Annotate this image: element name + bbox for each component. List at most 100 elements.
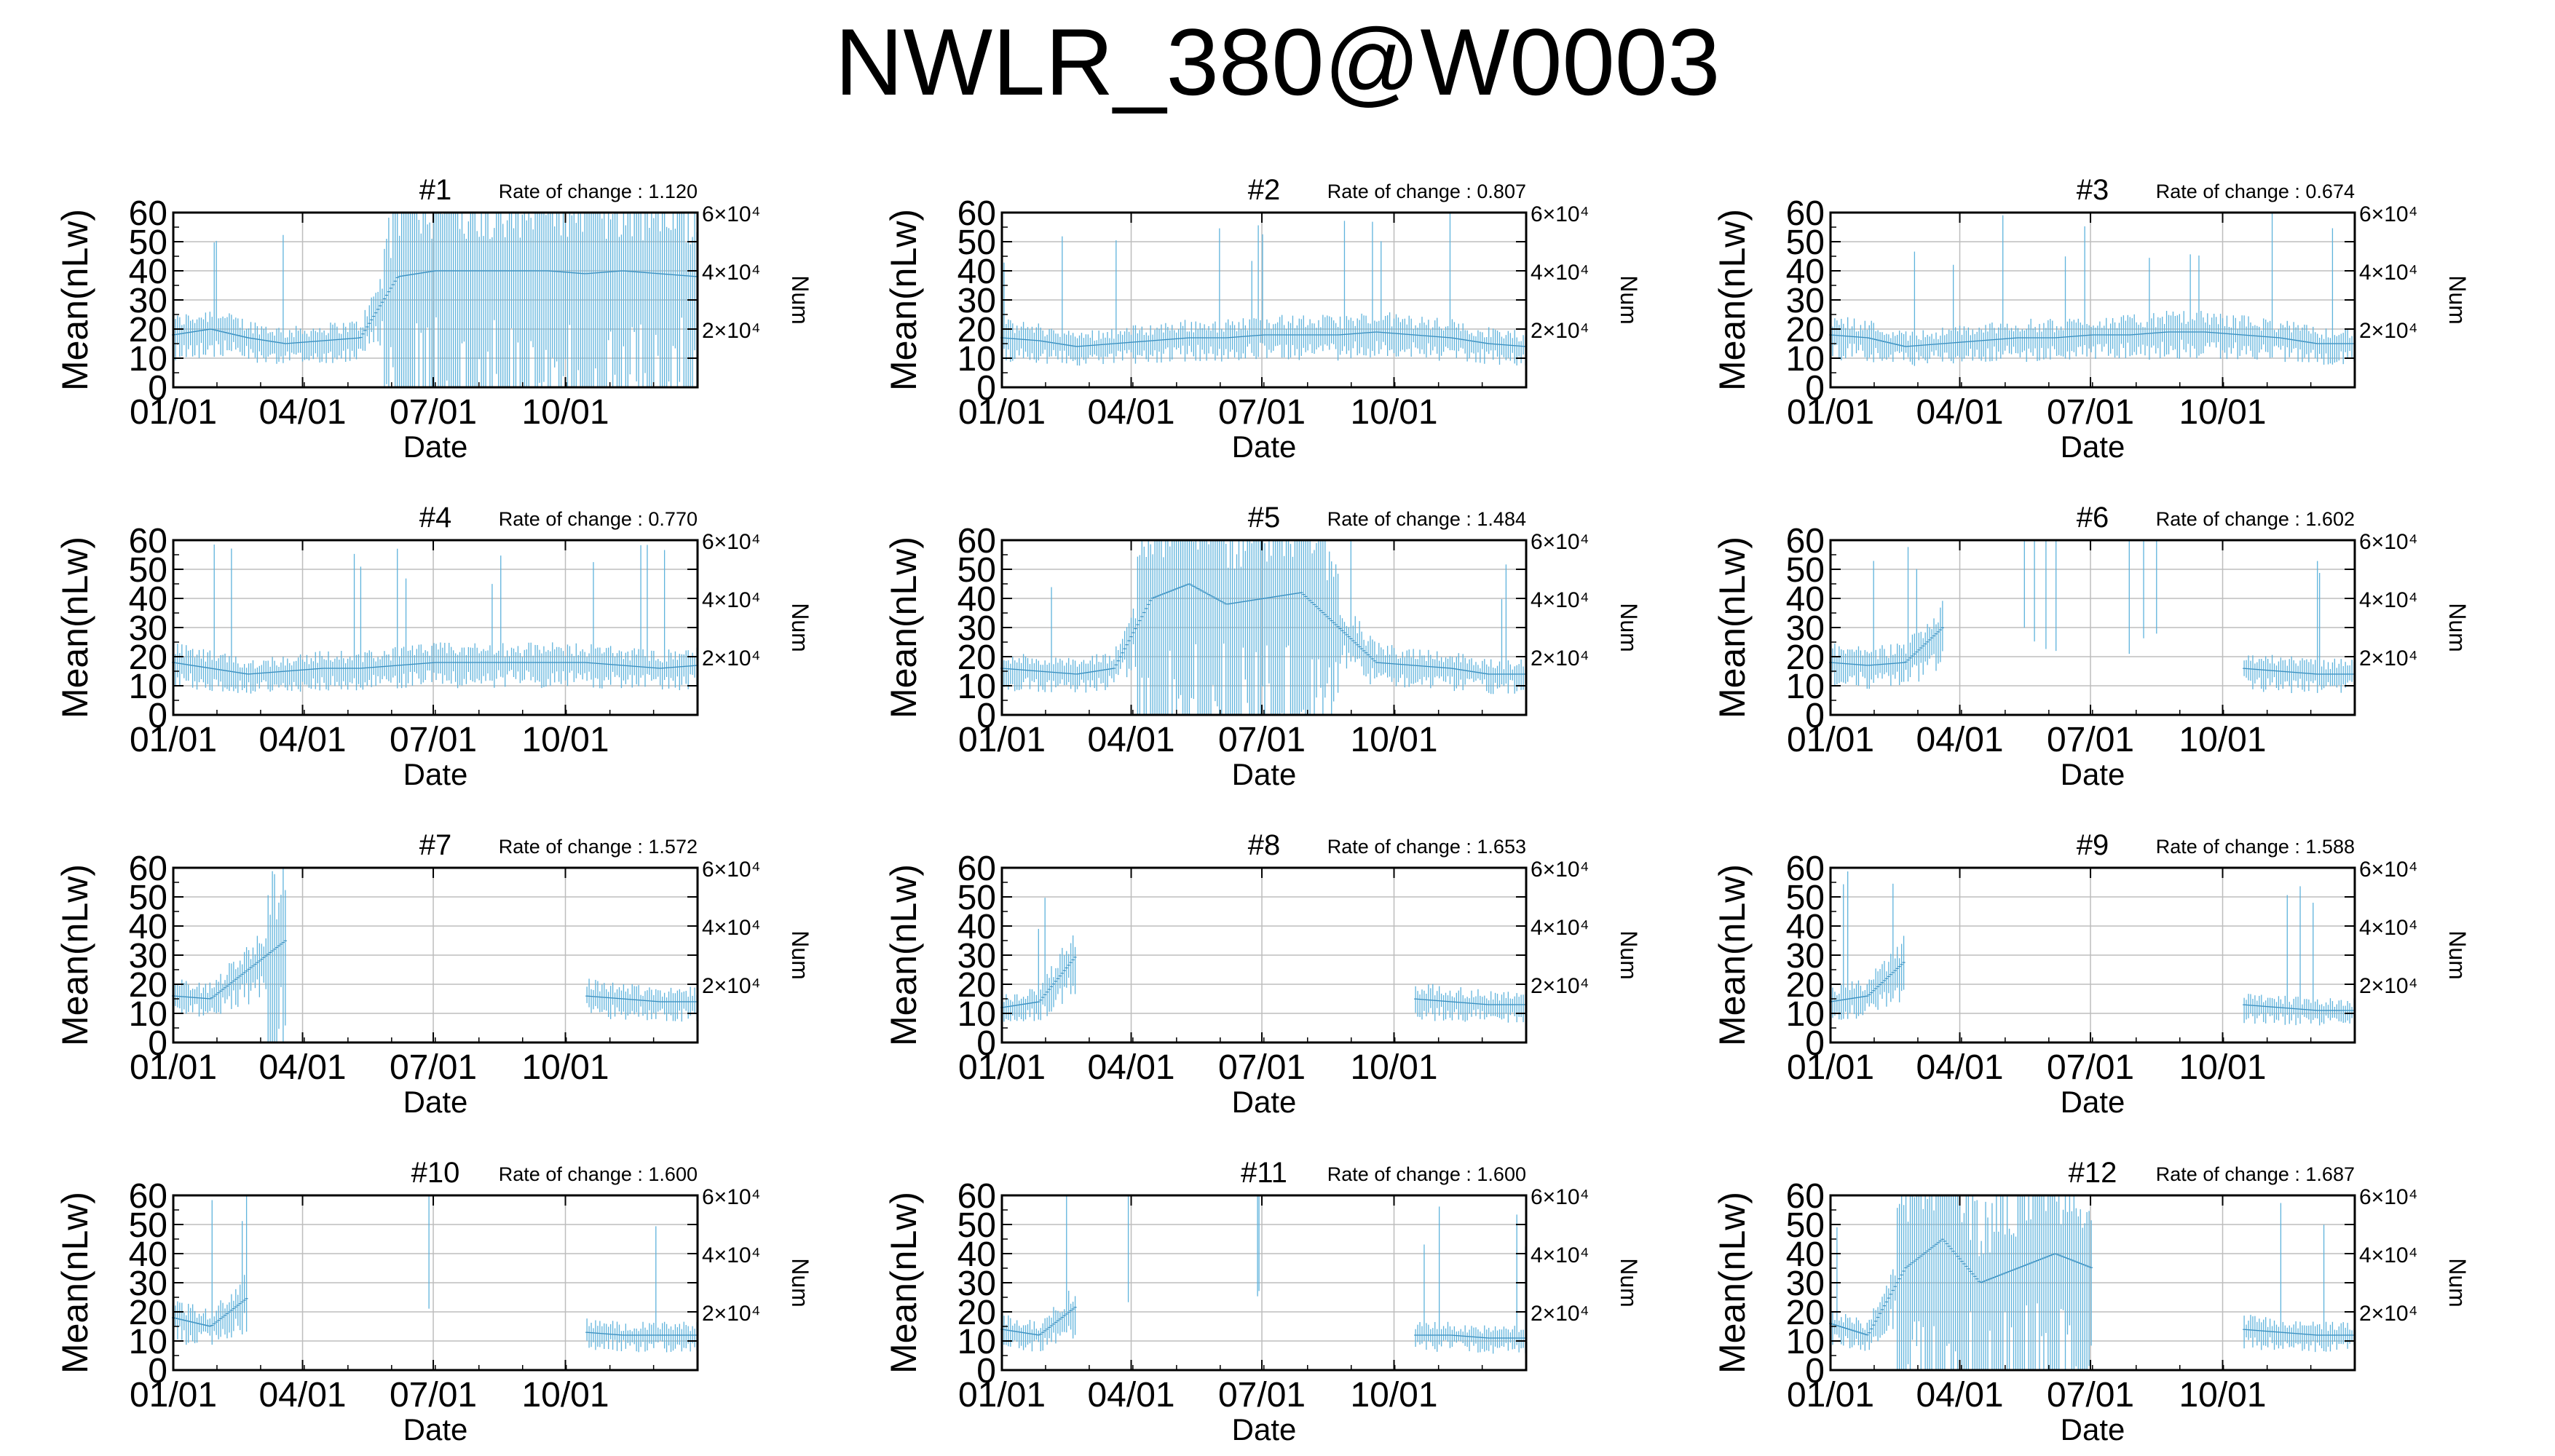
y-tick-label: 20 — [129, 966, 167, 1005]
x-tick-label: 10/01 — [521, 1376, 609, 1415]
y2-tick-label: 4×10⁴ — [2359, 1243, 2417, 1267]
y2-tick-label: 4×10⁴ — [702, 1243, 760, 1267]
panel-title: #11 — [1241, 1157, 1287, 1189]
y2-axis-label: Num — [787, 275, 813, 325]
x-tick-label: 01/01 — [1787, 721, 1874, 759]
rate-of-change: Rate of change : 1.120 — [499, 181, 698, 202]
y2-tick-label: 4×10⁴ — [1531, 261, 1589, 285]
y-tick-label: 50 — [129, 551, 167, 590]
y-axis-label: Mean(nLw) — [883, 1192, 924, 1374]
y-axis-label: Mean(nLw) — [55, 537, 95, 719]
y-tick-label: 40 — [129, 580, 167, 619]
x-tick-label: 01/01 — [1787, 393, 1874, 432]
y-tick-label: 60 — [1786, 194, 1825, 233]
y-tick-label: 60 — [129, 1177, 167, 1216]
y2-tick-label: 4×10⁴ — [1531, 916, 1589, 940]
x-tick-label: 07/01 — [1218, 721, 1306, 759]
x-axis-label: Date — [1232, 430, 1297, 464]
y-tick-label: 30 — [957, 609, 996, 648]
series-mean — [1829, 1195, 2356, 1370]
y-tick-label: 0 — [148, 1352, 167, 1390]
y-tick-label: 30 — [957, 1265, 996, 1303]
x-tick-label: 04/01 — [258, 1376, 346, 1415]
y2-tick-label: 2×10⁴ — [1531, 1302, 1589, 1326]
y-tick-label: 10 — [1786, 668, 1825, 706]
y-tick-label: 20 — [957, 966, 996, 1005]
x-tick-label: 01/01 — [958, 393, 1046, 432]
series-mean — [1829, 871, 2356, 1026]
y-tick-label: 20 — [957, 311, 996, 349]
series-mean — [172, 868, 699, 1042]
y-tick-label: 0 — [976, 697, 996, 735]
x-axis-label: Date — [403, 1085, 468, 1119]
series-mean — [1829, 213, 2356, 366]
y2-tick-label: 4×10⁴ — [702, 916, 760, 940]
y-tick-label: 30 — [129, 609, 167, 648]
y-tick-label: 40 — [1786, 253, 1825, 291]
x-axis-label: Date — [2061, 757, 2125, 791]
y2-tick-label: 6×10⁴ — [702, 858, 760, 882]
x-tick-label: 04/01 — [1916, 1048, 2003, 1087]
rate-of-change: Rate of change : 1.484 — [1327, 508, 1526, 530]
panel-title: #4 — [419, 502, 452, 534]
y2-axis-label: Num — [2444, 930, 2471, 980]
y2-tick-label: 6×10⁴ — [2359, 530, 2417, 554]
y2-axis-label: Num — [1616, 1258, 1642, 1307]
y-tick-label: 10 — [957, 340, 996, 379]
y-tick-label: 60 — [957, 850, 996, 888]
y-axis-label: Mean(nLw) — [1712, 1192, 1753, 1374]
y-tick-label: 10 — [129, 340, 167, 379]
y-tick-label: 0 — [148, 369, 167, 408]
y-tick-label: 0 — [1805, 369, 1825, 408]
y2-tick-label: 6×10⁴ — [1531, 202, 1589, 226]
series-mean — [1000, 898, 1528, 1024]
y-tick-label: 60 — [1786, 522, 1825, 561]
y2-tick-label: 2×10⁴ — [702, 974, 760, 998]
page-title: NWLR_380@W0003 — [834, 9, 1721, 115]
x-tick-label: 10/01 — [1350, 393, 1437, 432]
y-tick-label: 50 — [1786, 223, 1825, 262]
y-tick-label: 50 — [129, 1206, 167, 1245]
y-tick-label: 50 — [957, 551, 996, 590]
y-tick-label: 40 — [957, 580, 996, 619]
y-tick-label: 30 — [129, 282, 167, 320]
x-tick-label: 10/01 — [2179, 393, 2266, 432]
y2-tick-label: 2×10⁴ — [2359, 974, 2417, 998]
y-tick-label: 20 — [1786, 966, 1825, 1005]
y2-tick-label: 6×10⁴ — [1531, 530, 1589, 554]
y2-tick-label: 6×10⁴ — [2359, 1185, 2417, 1209]
y-axis-label: Mean(nLw) — [883, 209, 924, 391]
y-tick-label: 10 — [957, 668, 996, 706]
y-tick-label: 20 — [1786, 1294, 1825, 1332]
y2-axis-label: Num — [787, 603, 813, 652]
y-axis-label: Mean(nLw) — [1712, 537, 1753, 719]
y-tick-label: 50 — [957, 1206, 996, 1245]
y2-tick-label: 6×10⁴ — [702, 530, 760, 554]
rate-of-change: Rate of change : 1.600 — [1327, 1163, 1526, 1185]
y-tick-label: 30 — [1786, 937, 1825, 976]
y-tick-label: 60 — [129, 522, 167, 561]
x-tick-label: 10/01 — [521, 393, 609, 432]
x-axis-label: Date — [1232, 1085, 1297, 1119]
x-tick-label: 10/01 — [2179, 721, 2266, 759]
x-tick-label: 01/01 — [130, 721, 217, 759]
y-axis-label: Mean(nLw) — [1712, 864, 1753, 1046]
y-tick-label: 30 — [1786, 1265, 1825, 1303]
y-tick-label: 0 — [1805, 697, 1825, 735]
y2-tick-label: 4×10⁴ — [702, 261, 760, 285]
y2-axis-label: Num — [2444, 1258, 2471, 1307]
y-tick-label: 0 — [976, 1024, 996, 1063]
x-tick-label: 04/01 — [1087, 1048, 1174, 1087]
x-tick-label: 10/01 — [1350, 721, 1437, 759]
y-tick-label: 40 — [957, 908, 996, 946]
rate-of-change: Rate of change : 1.572 — [499, 836, 698, 858]
panel-title: #6 — [2077, 502, 2109, 534]
y-tick-label: 10 — [957, 995, 996, 1034]
